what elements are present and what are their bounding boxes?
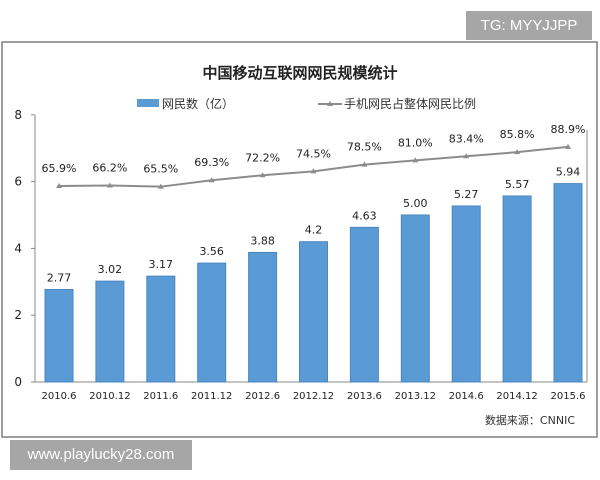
- x-tick-label: 2012.6: [245, 391, 280, 402]
- line-point: [259, 172, 266, 178]
- y-tick-label: 8: [14, 108, 22, 122]
- legend-line-marker: [327, 101, 333, 106]
- bar-data-label: 2.77: [47, 271, 72, 284]
- bar: [197, 262, 227, 383]
- x-tick-label: 2011.12: [191, 391, 232, 402]
- bar: [44, 288, 74, 383]
- bar: [248, 251, 278, 383]
- y-tick-label: 6: [14, 175, 22, 189]
- bar: [299, 241, 328, 383]
- bar: [95, 280, 125, 383]
- source-note: 数据来源：CNNIC: [485, 413, 575, 427]
- line-point: [412, 157, 419, 163]
- bar-data-label: 3.17: [149, 258, 174, 271]
- y-tick-label: 0: [14, 375, 22, 389]
- line-data-label: 65.5%: [143, 163, 178, 176]
- chart-title: 中国移动互联网网民规模统计: [202, 64, 397, 82]
- x-tick-label: 2014.6: [449, 391, 484, 402]
- bar-data-label: 4.63: [352, 209, 377, 222]
- legend-bar-swatch: [137, 99, 159, 107]
- line-data-label: 65.9%: [42, 162, 77, 175]
- line-point: [514, 149, 521, 155]
- bar-data-label: 3.02: [98, 263, 123, 276]
- y-tick-label: 2: [14, 308, 22, 322]
- bar: [400, 214, 430, 383]
- line-data-label: 85.8%: [500, 128, 535, 141]
- line-data-label: 78.5%: [347, 141, 382, 154]
- bar-data-label: 5.94: [556, 166, 581, 179]
- y-tick-label: 4: [14, 241, 22, 255]
- line-data-label: 83.4%: [449, 132, 484, 145]
- line-data-label: 88.9%: [551, 123, 586, 136]
- line-point: [361, 161, 368, 167]
- line-point: [157, 183, 164, 189]
- watermark-top: TG: MYYJJPP: [466, 11, 592, 40]
- bar: [349, 226, 379, 383]
- line-point: [463, 153, 470, 159]
- line-point: [565, 143, 571, 149]
- line-data-label: 72.2%: [245, 151, 280, 164]
- bar: [451, 205, 481, 383]
- bar: [502, 195, 532, 383]
- x-tick-label: 2015.6: [551, 391, 586, 402]
- line-point: [106, 182, 113, 188]
- x-tick-label: 2013.6: [347, 391, 382, 402]
- x-tick-label: 2012.12: [293, 391, 334, 402]
- legend-line-label: 手机网民占整体网民比例: [344, 96, 476, 111]
- x-tick-label: 2010.6: [42, 391, 77, 402]
- line-data-label: 74.5%: [296, 147, 331, 160]
- bar-data-label: 4.2: [305, 224, 323, 237]
- watermark-bottom: www.playlucky28.com: [10, 440, 192, 470]
- bar: [553, 183, 583, 383]
- x-tick-label: 2010.12: [89, 391, 130, 402]
- bar-data-label: 3.88: [250, 234, 275, 247]
- bar-data-label: 5.57: [505, 178, 530, 191]
- x-tick-label: 2014.12: [496, 391, 537, 402]
- line-point: [310, 168, 317, 174]
- bar-data-label: 5.00: [403, 197, 428, 210]
- line-data-label: 69.3%: [194, 156, 229, 169]
- line-point: [208, 177, 215, 183]
- line-point: [56, 183, 62, 188]
- bar-data-label: 5.27: [454, 188, 479, 201]
- x-tick-label: 2011.6: [143, 391, 178, 402]
- legend-bar-label: 网民数（亿）: [162, 96, 234, 111]
- line-data-label: 66.2%: [92, 161, 127, 174]
- line-data-label: 81.0%: [398, 136, 433, 149]
- bar-data-label: 3.56: [199, 245, 224, 258]
- bar: [146, 275, 176, 383]
- x-tick-label: 2013.12: [395, 391, 436, 402]
